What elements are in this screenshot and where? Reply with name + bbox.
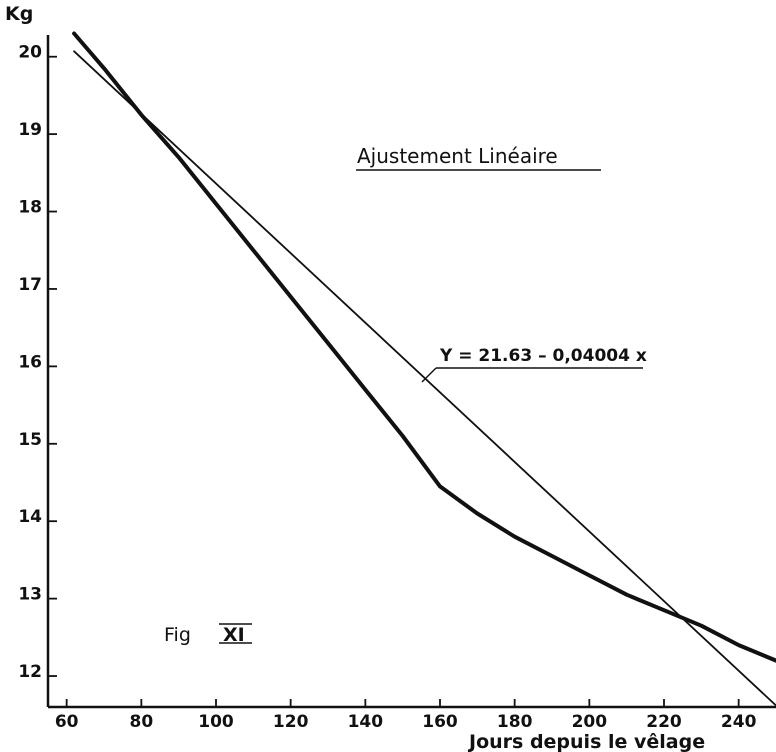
y-tick-label: 12	[18, 662, 42, 682]
x-tick-label: 200	[572, 712, 608, 732]
figure-label: Fig	[164, 624, 191, 646]
y-tick-label: 20	[18, 43, 42, 63]
y-tick-label: 19	[18, 120, 42, 140]
x-tick-label: 140	[348, 712, 384, 732]
x-tick-label: 60	[55, 712, 79, 732]
x-tick-label: 120	[273, 712, 309, 732]
equation-label: Y = 21.63 – 0,04004 x	[439, 346, 647, 366]
x-tick-label: 80	[129, 712, 153, 732]
y-tick-label: 13	[18, 585, 42, 605]
y-ticks: 12 13 14 15 16 17 18 19 20	[18, 43, 57, 682]
plot-area	[72, 31, 776, 707]
figure-number: XI	[223, 624, 245, 646]
equation-leader	[421, 367, 437, 383]
chart-title: Ajustement Linéaire	[357, 144, 558, 168]
y-tick-label: 14	[18, 507, 42, 527]
x-tick-label: 220	[646, 712, 682, 732]
y-tick-label: 18	[18, 198, 42, 218]
axes	[46, 35, 776, 709]
observed-curve	[72, 31, 776, 663]
x-tick-label: 160	[422, 712, 458, 732]
x-axis-title: Jours depuis le vêlage	[467, 731, 705, 752]
y-axis-title: Kg	[5, 3, 33, 25]
x-ticks: 60 80 100 120 140 160 180 200 220 240	[55, 699, 757, 732]
y-tick-label: 16	[18, 352, 42, 372]
x-tick-label: 240	[721, 712, 757, 732]
x-tick-label: 100	[198, 712, 234, 732]
y-tick-label: 17	[18, 275, 42, 295]
x-tick-label: 180	[497, 712, 533, 732]
y-tick-label: 15	[18, 430, 42, 450]
